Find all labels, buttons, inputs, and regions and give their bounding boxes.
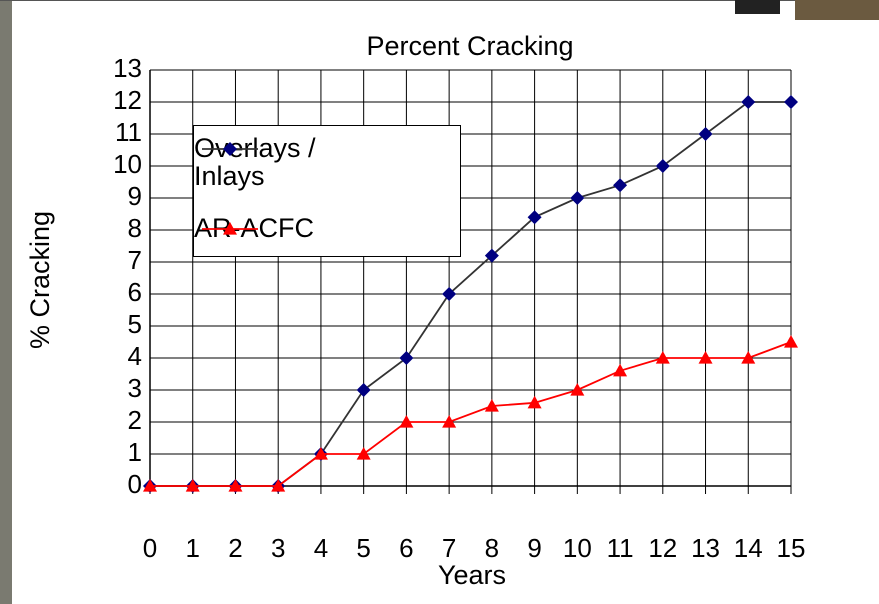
legend-symbol <box>202 222 258 235</box>
data-point <box>442 415 457 428</box>
legend-marker <box>223 222 237 235</box>
y-tick-label: 10 <box>113 149 142 179</box>
x-tick-label: 5 <box>356 533 370 563</box>
data-point <box>442 287 457 301</box>
y-tick-label: 8 <box>128 213 142 243</box>
data-point <box>570 383 585 396</box>
y-tick-label: 0 <box>128 469 142 499</box>
data-point <box>655 351 670 364</box>
y-axis-label: % Cracking <box>25 211 55 349</box>
data-point <box>613 178 628 193</box>
legend-symbol <box>202 142 258 156</box>
x-tick-label: 3 <box>271 533 285 563</box>
x-tick-label: 12 <box>648 533 677 563</box>
data-point <box>271 479 286 492</box>
data-point <box>356 383 371 397</box>
legend-label: AR-ACFC <box>194 213 314 243</box>
data-point <box>143 479 157 492</box>
data-point <box>613 363 628 377</box>
data-point <box>570 191 585 205</box>
x-tick-label: 10 <box>563 533 592 563</box>
x-tick-label: 4 <box>314 533 328 563</box>
x-tick-label: 9 <box>527 533 541 563</box>
x-tick-label: 0 <box>143 533 157 563</box>
data-point <box>527 210 542 225</box>
background-strip <box>0 0 12 604</box>
data-point <box>399 351 414 365</box>
data-point <box>185 479 200 492</box>
y-tick-label: 6 <box>128 277 142 307</box>
data-point <box>698 351 713 364</box>
data-point <box>484 248 499 263</box>
data-point <box>655 159 670 173</box>
data-point <box>356 447 371 460</box>
logo <box>735 0 780 14</box>
legend-entry: AR-ACFC <box>194 214 384 242</box>
series-line <box>150 341 792 487</box>
x-tick-label: 13 <box>691 533 720 563</box>
y-tick-label: 12 <box>113 85 142 115</box>
x-axis-label: Years <box>438 560 506 590</box>
data-point <box>741 95 756 109</box>
x-tick-label: 14 <box>734 533 763 563</box>
x-tick-label: 8 <box>485 533 499 563</box>
data-point <box>399 415 414 428</box>
data-point <box>484 399 499 412</box>
y-tick-label: 2 <box>128 405 142 435</box>
slide-border <box>0 0 879 1</box>
y-tick-label: 11 <box>115 117 142 147</box>
legend-label: Overlays / Inlays <box>194 133 316 191</box>
data-point <box>784 95 798 109</box>
y-tick-label: 1 <box>128 437 142 467</box>
logo <box>795 0 879 20</box>
x-tick-label: 2 <box>228 533 242 563</box>
data-point <box>741 351 756 364</box>
legend-entry: Overlays / Inlays <box>194 134 384 190</box>
y-tick-label: 7 <box>128 245 142 275</box>
data-point <box>784 335 798 348</box>
y-tick-label: 5 <box>128 309 142 339</box>
chart-title: Percent Cracking <box>366 31 573 61</box>
y-tick-label: 9 <box>128 181 142 211</box>
x-tick-label: 7 <box>442 533 456 563</box>
x-tick-label: 11 <box>607 533 634 563</box>
data-point <box>313 447 328 460</box>
data-point <box>527 395 542 409</box>
x-tick-label: 15 <box>777 533 806 563</box>
x-tick-label: 1 <box>185 533 199 563</box>
legend: Overlays / Inlays AR-ACFC <box>193 125 461 257</box>
y-tick-label: 3 <box>128 373 142 403</box>
data-point <box>228 479 243 492</box>
legend-marker <box>223 142 237 156</box>
x-tick-label: 6 <box>399 533 413 563</box>
y-tick-label: 4 <box>128 341 142 371</box>
y-tick-label: 13 <box>113 53 142 83</box>
data-point <box>698 127 713 141</box>
